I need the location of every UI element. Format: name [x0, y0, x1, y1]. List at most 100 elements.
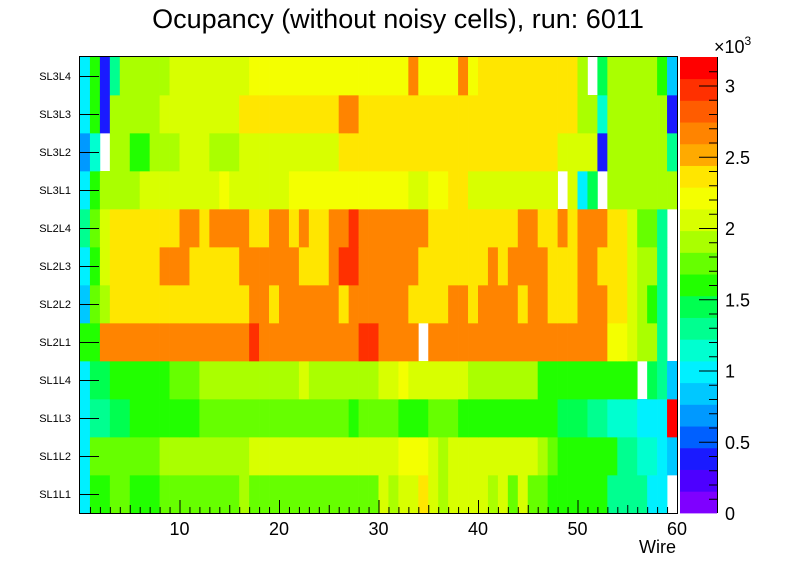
heatmap-cell: [577, 57, 588, 96]
heatmap-cell: [487, 133, 499, 172]
heatmap-cell: [199, 171, 210, 210]
heatmap-cell: [527, 247, 539, 286]
heatmap-cell: [269, 57, 280, 96]
heatmap-cell: [527, 285, 539, 324]
heatmap-cell: [517, 323, 529, 362]
heatmap-cell: [547, 437, 558, 476]
heatmap-cell: [318, 399, 330, 438]
heatmap-cell: [468, 171, 479, 210]
plot-frame: [79, 56, 678, 514]
heatmap-cell: [298, 399, 310, 438]
heatmap-cell: [478, 323, 489, 362]
heatmap-cell: [398, 133, 409, 172]
heatmap-cell: [119, 95, 131, 134]
heatmap-cell: [358, 171, 369, 210]
heatmap-cell: [458, 133, 469, 172]
heatmap-cell: [587, 437, 598, 476]
heatmap-cell: [119, 437, 131, 476]
heatmap-cell: [368, 209, 379, 248]
heatmap-cell: [547, 95, 558, 134]
heatmap-cell: [179, 399, 190, 438]
heatmap-cell: [607, 209, 618, 248]
heatmap-cell: [497, 209, 509, 248]
heatmap-cell: [468, 247, 479, 286]
heatmap-cell: [597, 399, 608, 438]
heatmap-cell: [259, 209, 270, 248]
heatmap-cell: [428, 437, 439, 476]
heatmap-cell: [497, 361, 509, 400]
heatmap-cell: [667, 57, 678, 96]
palette-swatch: [680, 361, 717, 384]
heatmap-cell: [438, 399, 449, 438]
x-tick-label: 10: [169, 519, 189, 539]
heatmap-cell: [308, 399, 320, 438]
heatmap-cell: [647, 247, 658, 286]
heatmap-cell: [348, 475, 359, 514]
heatmap-cell: [129, 437, 141, 476]
heatmap-cell: [667, 399, 678, 438]
heatmap-cell: [587, 95, 598, 134]
heatmap-cell: [338, 437, 349, 476]
heatmap-cell: [517, 209, 529, 248]
heatmap-cell: [169, 209, 180, 248]
heatmap-cell: [577, 399, 588, 438]
heatmap-cell: [567, 57, 578, 96]
heatmap-cell: [647, 95, 658, 134]
heatmap-cell: [119, 247, 131, 286]
heatmap-cell: [617, 399, 628, 438]
heatmap-cell: [199, 323, 210, 362]
heatmap-cell: [318, 361, 330, 400]
heatmap-cell: [368, 437, 379, 476]
heatmap-cell: [657, 399, 668, 438]
heatmap-cell: [259, 95, 270, 134]
heatmap-cell: [279, 95, 290, 134]
heatmap-cell: [517, 57, 529, 96]
heatmap-cell: [408, 247, 419, 286]
heatmap-cell: [438, 285, 449, 324]
heatmap-cell: [259, 285, 270, 324]
heatmap-cell: [577, 171, 588, 210]
heatmap-cell: [358, 399, 369, 438]
heatmap-cell: [627, 475, 638, 514]
heatmap-cell: [597, 361, 608, 400]
heatmap-cell: [308, 95, 320, 134]
z-tick-label: 2.5: [725, 148, 750, 168]
heatmap-cell: [557, 57, 568, 96]
heatmap-cell: [149, 133, 160, 172]
heatmap-cell: [239, 475, 250, 514]
heatmap-cell: [288, 171, 300, 210]
heatmap-cell: [269, 133, 280, 172]
palette-swatch: [680, 57, 717, 80]
heatmap-cell: [547, 133, 558, 172]
heatmap-cell: [607, 57, 618, 96]
heatmap-cell: [627, 323, 638, 362]
heatmap-cell: [388, 133, 399, 172]
heatmap-cell: [667, 171, 678, 210]
y-tick-label: SL1L2: [39, 451, 71, 463]
heatmap-cell: [597, 209, 608, 248]
heatmap-cell: [129, 475, 141, 514]
heatmap-cell: [438, 57, 449, 96]
heatmap-cell: [219, 209, 230, 248]
heatmap-cell: [398, 323, 409, 362]
heatmap-cell: [468, 323, 479, 362]
heatmap-cell: [328, 399, 340, 438]
heatmap-cell: [288, 475, 300, 514]
heatmap-cell: [438, 361, 449, 400]
heatmap-cell: [667, 95, 678, 134]
heatmap-cell: [328, 323, 340, 362]
heatmap-cell: [547, 209, 558, 248]
heatmap-cell: [378, 247, 389, 286]
heatmap-cell: [607, 285, 618, 324]
heatmap-cell: [358, 95, 369, 134]
y-tick-label: SL2L3: [39, 261, 71, 273]
heatmap-cell: [99, 475, 111, 514]
heatmap-cell: [318, 323, 330, 362]
heatmap-cell: [358, 361, 369, 400]
heatmap-cell: [358, 475, 369, 514]
heatmap-cell: [418, 209, 429, 248]
heatmap-cell: [577, 133, 588, 172]
heatmap-cell: [478, 361, 489, 400]
heatmap-cell: [109, 323, 121, 362]
heatmap-cell: [239, 399, 250, 438]
